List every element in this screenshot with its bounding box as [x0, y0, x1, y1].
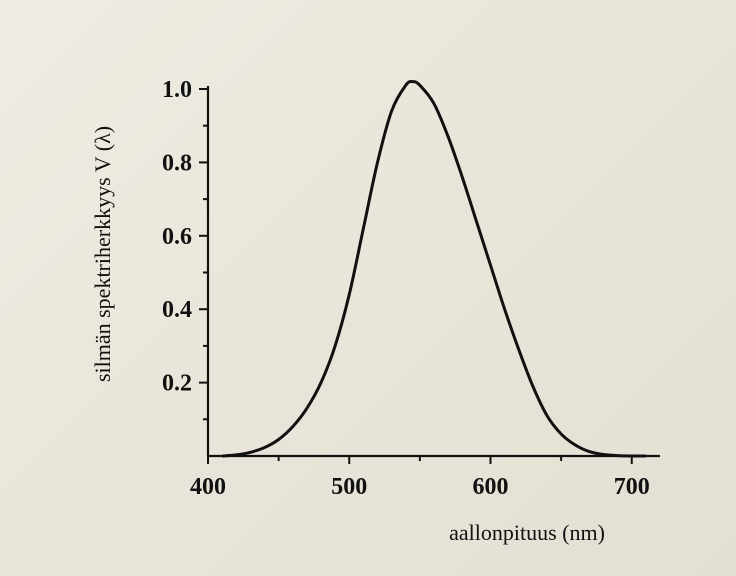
x-tick-label: 500: [331, 474, 367, 500]
y-tick-label: 0.6: [162, 224, 192, 250]
y-tick-label: 0.8: [162, 150, 192, 176]
y-tick-label: 0.2: [162, 371, 192, 397]
series-layer: [222, 80, 646, 458]
x-tick-label: 400: [190, 474, 226, 500]
spectral-sensitivity-curve: [222, 80, 646, 458]
y-tick-label: 1.0: [162, 77, 192, 103]
ticks-layer: 400 500 600 700 0.2 0.4 0.6 0.8 1.0: [162, 77, 650, 500]
y-tick-label: 0.4: [162, 297, 192, 323]
x-tick-label: 600: [473, 474, 509, 500]
y-axis-title: silmän spektriherkkyys V (λ): [90, 126, 115, 382]
x-tick-label: 700: [614, 474, 650, 500]
x-axis-title: aallonpituus (nm): [449, 520, 605, 545]
axes-layer: [206, 86, 660, 458]
